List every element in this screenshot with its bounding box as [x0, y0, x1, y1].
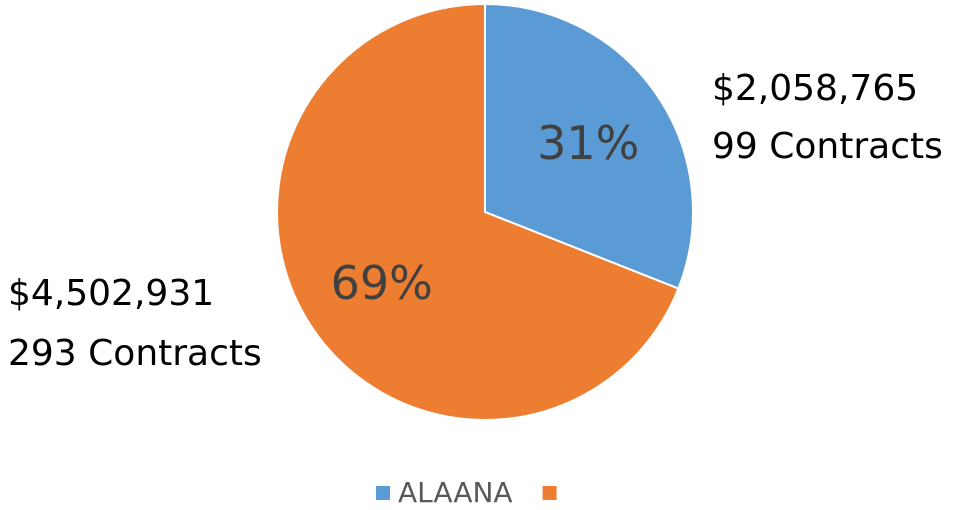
annotation: $4,502,931	[8, 273, 214, 314]
pie-slice	[276, 2, 680, 421]
pie-slice	[484, 2, 694, 290]
legend-swatch	[542, 486, 557, 500]
annotation: 293 Contracts	[8, 333, 262, 374]
annotation: $2,058,765	[712, 68, 918, 109]
legend-swatch	[376, 486, 390, 500]
value-label: 69%	[331, 256, 433, 310]
annotation: 99 Contracts	[712, 126, 943, 167]
legend-label: ALAANA	[398, 476, 513, 509]
value-label: 31%	[537, 116, 639, 170]
